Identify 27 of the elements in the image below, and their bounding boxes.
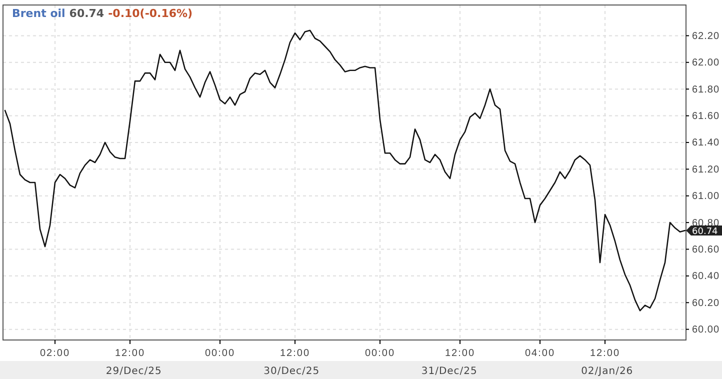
y-tick-label: 61.00 <box>692 191 720 202</box>
x-tick-label: 00:00 <box>364 348 396 359</box>
text: 02/Jan/26 <box>581 366 634 377</box>
y-tick-label: 60.20 <box>692 298 720 309</box>
y-tick-label: 61.20 <box>692 164 720 176</box>
text: 29/Dec/25 <box>106 366 162 377</box>
y-tick-label: 61.80 <box>692 84 720 96</box>
x-tick-label: 12:00 <box>444 348 476 359</box>
x-tick-label: 04:00 <box>524 348 556 359</box>
annotation: -0.10(-0.16%) <box>108 7 193 20</box>
x-tick-label: 12:00 <box>280 348 310 359</box>
text: 30/Dec/25 <box>264 366 320 377</box>
y-tick-label: 60.00 <box>692 324 720 336</box>
x-tick-label: 02:00 <box>40 348 70 359</box>
y-tick-label: 62.00 <box>692 58 720 69</box>
y-tick-label: 61.40 <box>692 138 720 149</box>
text: 31/Dec/25 <box>421 366 478 377</box>
y-tick-label: 62.20 <box>692 30 720 42</box>
chart-title: Brent oil <box>12 7 66 20</box>
x-tick-label: 00:00 <box>204 348 236 359</box>
x-tick-label: 12:00 <box>114 348 146 359</box>
annotation: 60.74 <box>69 7 104 20</box>
y-tick-label: 60.40 <box>692 271 720 282</box>
x-tick-label: 12:00 <box>590 348 620 359</box>
y-tick-label: 61.60 <box>692 110 720 122</box>
y-tick-label: 60.60 <box>692 244 720 256</box>
text: 60.74 <box>692 227 718 238</box>
